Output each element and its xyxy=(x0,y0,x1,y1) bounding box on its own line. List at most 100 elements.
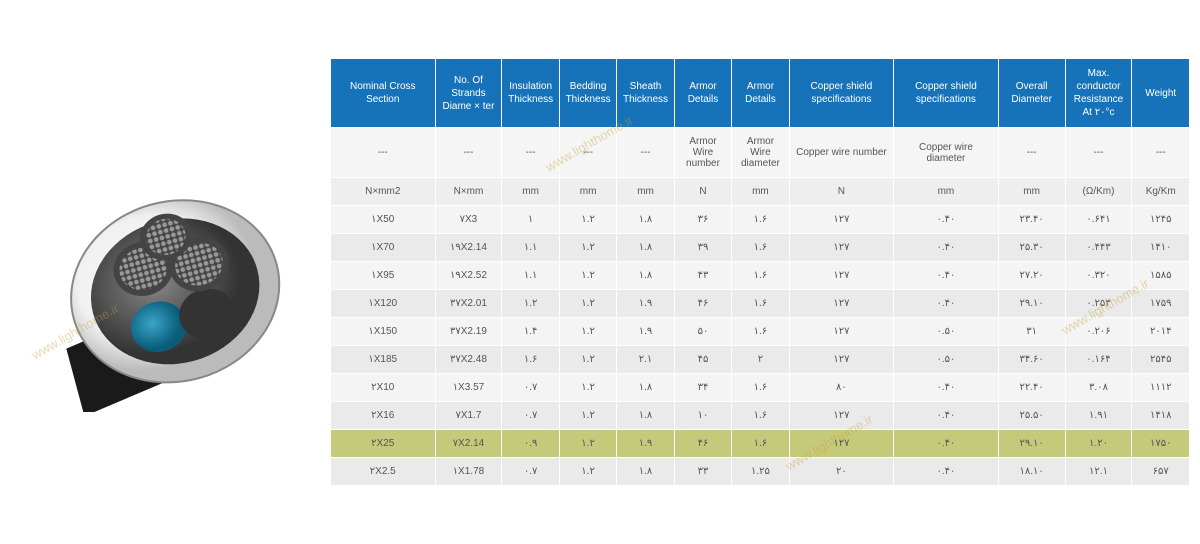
table-cell: ۱X95 xyxy=(331,262,435,289)
table-cell: ۱۰ xyxy=(675,402,731,429)
table-cell: ۰.۷ xyxy=(502,374,558,401)
table-cell: ۴۵ xyxy=(675,346,731,373)
table-cell: ۱۵۸۵ xyxy=(1132,262,1189,289)
table-cell: ۰.۷ xyxy=(502,402,558,429)
table-cell: ۱۲.۱ xyxy=(1066,458,1132,485)
table-cell: ۰.۴۰ xyxy=(894,374,998,401)
table-row: ۱X185۳۷X2.48۱.۶۱.۲۲.۱۴۵۲۱۲۷۰.۵۰۳۴.۶۰۰.۱۶… xyxy=(331,346,1189,373)
table-cell: ۰.۴۰ xyxy=(894,290,998,317)
table-subheader-cell: Kg/Km xyxy=(1132,178,1189,205)
column-header: Copper shield specifications xyxy=(790,59,894,127)
table-cell: ۷X1.7 xyxy=(436,402,502,429)
table-cell: ۰.۱۶۴ xyxy=(1066,346,1132,373)
table-row: ۱X95۱۹X2.52۱.۱۱.۲۱.۸۴۳۱.۶۱۲۷۰.۴۰۲۷.۲۰۰.۳… xyxy=(331,262,1189,289)
table-cell: ۲X16 xyxy=(331,402,435,429)
table-cell: ۶۵۷ xyxy=(1132,458,1189,485)
table-cell: ۰.۵۰ xyxy=(894,318,998,345)
table-cell: ۲۲.۴۰ xyxy=(999,374,1065,401)
table-cell: ۰.۴۰ xyxy=(894,206,998,233)
table-cell: ۱.۲۰ xyxy=(1066,430,1132,457)
table-subheader-cell: --- xyxy=(1132,128,1189,177)
table-cell: ۱.۸ xyxy=(617,374,673,401)
table-cell: ۱.۲ xyxy=(560,234,616,261)
table-cell: ۱.۶ xyxy=(732,430,788,457)
table-subheader-cell: Copper wire number xyxy=(790,128,894,177)
table-cell: ۱۹X2.52 xyxy=(436,262,502,289)
table-cell: ۱.۶ xyxy=(502,346,558,373)
spec-table: Nominal Cross SectionNo. Of Strands Diam… xyxy=(330,58,1190,486)
column-header: Nominal Cross Section xyxy=(331,59,435,127)
table-cell: ۸۰ xyxy=(790,374,894,401)
table-cell: ۲X25 xyxy=(331,430,435,457)
table-cell: ۳۷X2.48 xyxy=(436,346,502,373)
table-subheader-cell: --- xyxy=(1066,128,1132,177)
table-subheader-row: ---------------Armor Wire numberArmor Wi… xyxy=(331,128,1189,177)
table-cell: ۱۹X2.14 xyxy=(436,234,502,261)
table-cell: ۱.۸ xyxy=(617,206,673,233)
table-cell: ۱.۹ xyxy=(617,290,673,317)
table-cell: ۱.۶ xyxy=(732,374,788,401)
table-subheader-cell: mm xyxy=(502,178,558,205)
table-row: ۱X70۱۹X2.14۱.۱۱.۲۱.۸۳۹۱.۶۱۲۷۰.۴۰۲۵.۳۰۰.۴… xyxy=(331,234,1189,261)
table-cell: ۱.۹۱ xyxy=(1066,402,1132,429)
table-cell: ۱.۲ xyxy=(560,318,616,345)
table-cell: ۱۱۱۲ xyxy=(1132,374,1189,401)
table-cell: ۱.۸ xyxy=(617,458,673,485)
table-subheader-cell: N×mm2 xyxy=(331,178,435,205)
table-cell: ۰.۵۰ xyxy=(894,346,998,373)
table-subheader-cell: mm xyxy=(617,178,673,205)
table-cell: ۳۷X2.01 xyxy=(436,290,502,317)
table-cell: ۱.۲ xyxy=(560,458,616,485)
table-cell: ۱۲۷ xyxy=(790,290,894,317)
column-header: Copper shield specifications xyxy=(894,59,998,127)
table-cell: ۲۹.۱۰ xyxy=(999,430,1065,457)
table-cell: ۰.۴۰ xyxy=(894,402,998,429)
table-row: ۱X150۳۷X2.19۱.۴۱.۲۱.۹۵۰۱.۶۱۲۷۰.۵۰۳۱۰.۲۰۶… xyxy=(331,318,1189,345)
table-cell: ۱.۲ xyxy=(560,374,616,401)
table-cell: ۳۴ xyxy=(675,374,731,401)
table-cell: ۱X50 xyxy=(331,206,435,233)
table-cell: ۱.۴ xyxy=(502,318,558,345)
table-cell: ۲۹.۱۰ xyxy=(999,290,1065,317)
table-cell: ۱.۲ xyxy=(502,290,558,317)
table-cell: ۱۲۷ xyxy=(790,234,894,261)
table-cell: ۰.۷ xyxy=(502,458,558,485)
table-subheader-cell: mm xyxy=(999,178,1065,205)
table-cell: ۱ xyxy=(502,206,558,233)
table-cell: ۱.۶ xyxy=(732,402,788,429)
table-cell: ۳۳ xyxy=(675,458,731,485)
column-header: Weight xyxy=(1132,59,1189,127)
column-header: Armor Details xyxy=(732,59,788,127)
table-subheader-cell: Armor Wire diameter xyxy=(732,128,788,177)
table-cell: ۴۶ xyxy=(675,290,731,317)
table-subheader-cell: mm xyxy=(560,178,616,205)
table-subheader-cell: Armor Wire number xyxy=(675,128,731,177)
table-cell: ۲۰۱۴ xyxy=(1132,318,1189,345)
table-cell: ۲ xyxy=(732,346,788,373)
table-header: Nominal Cross SectionNo. Of Strands Diam… xyxy=(331,59,1189,127)
table-row: ۲X2.5۱X1.78۰.۷۱.۲۱.۸۳۳۱.۲۵۲۰۰.۴۰۱۸.۱۰۱۲.… xyxy=(331,458,1189,485)
table-cell: ۷X2.14 xyxy=(436,430,502,457)
table-subheader-cell: --- xyxy=(617,128,673,177)
table-cell: ۰.۳۲۰ xyxy=(1066,262,1132,289)
table-body: ---------------Armor Wire numberArmor Wi… xyxy=(331,128,1189,485)
table-cell: ۱۴۱۸ xyxy=(1132,402,1189,429)
table-subheader-cell: N×mm xyxy=(436,178,502,205)
table-cell: ۴۳ xyxy=(675,262,731,289)
table-cell: ۱.۶ xyxy=(732,318,788,345)
table-cell: ۳۶ xyxy=(675,206,731,233)
table-cell: ۱.۱ xyxy=(502,262,558,289)
table-subheader-cell: N xyxy=(790,178,894,205)
table-cell: ۱.۹ xyxy=(617,318,673,345)
table-cell: ۲۵.۳۰ xyxy=(999,234,1065,261)
column-header: Bedding Thickness xyxy=(560,59,616,127)
table-cell: ۱X120 xyxy=(331,290,435,317)
table-cell: ۱.۲ xyxy=(560,430,616,457)
table-cell: ۱۲۷ xyxy=(790,346,894,373)
table-cell: ۰.۲۰۶ xyxy=(1066,318,1132,345)
column-header: Overall Diameter xyxy=(999,59,1065,127)
table-cell: ۱.۸ xyxy=(617,234,673,261)
table-cell: ۱۲۴۵ xyxy=(1132,206,1189,233)
table-subheader-cell: Copper wire diameter xyxy=(894,128,998,177)
table-cell: ۲.۱ xyxy=(617,346,673,373)
